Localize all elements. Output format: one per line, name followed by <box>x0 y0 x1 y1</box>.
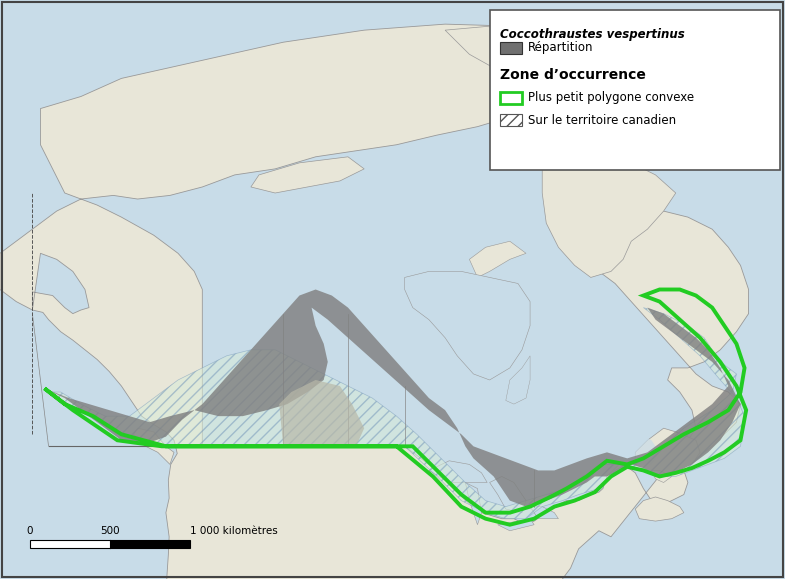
Polygon shape <box>599 428 659 464</box>
Polygon shape <box>49 307 744 519</box>
Polygon shape <box>133 428 174 464</box>
Polygon shape <box>404 272 530 380</box>
Polygon shape <box>635 428 700 477</box>
Polygon shape <box>542 151 676 277</box>
Polygon shape <box>530 507 558 519</box>
Text: Sur le territoire canadien: Sur le territoire canadien <box>528 113 676 126</box>
Text: 0: 0 <box>27 526 33 536</box>
Polygon shape <box>506 356 530 404</box>
Text: Zone d’occurrence: Zone d’occurrence <box>500 68 646 82</box>
Polygon shape <box>652 470 672 482</box>
Text: Plus petit polygone convexe: Plus petit polygone convexe <box>528 91 694 104</box>
Polygon shape <box>466 482 481 525</box>
Text: 1 000 kilomètres: 1 000 kilomètres <box>190 526 278 536</box>
Text: 500: 500 <box>100 526 120 536</box>
Polygon shape <box>469 241 526 277</box>
Bar <box>30 540 190 548</box>
Polygon shape <box>498 519 534 531</box>
Bar <box>490 10 780 170</box>
Bar <box>500 114 522 126</box>
Polygon shape <box>45 290 740 507</box>
Polygon shape <box>279 380 364 446</box>
Polygon shape <box>445 27 663 102</box>
Polygon shape <box>490 477 526 512</box>
Text: Coccothraustes vespertinus: Coccothraustes vespertinus <box>500 28 685 41</box>
Bar <box>30 540 190 548</box>
Text: Répartition: Répartition <box>528 42 593 54</box>
Bar <box>500 42 522 54</box>
Bar <box>30 540 110 548</box>
Bar <box>500 92 522 104</box>
Polygon shape <box>0 24 749 579</box>
Polygon shape <box>635 497 684 521</box>
Polygon shape <box>429 461 487 482</box>
Polygon shape <box>251 157 364 193</box>
